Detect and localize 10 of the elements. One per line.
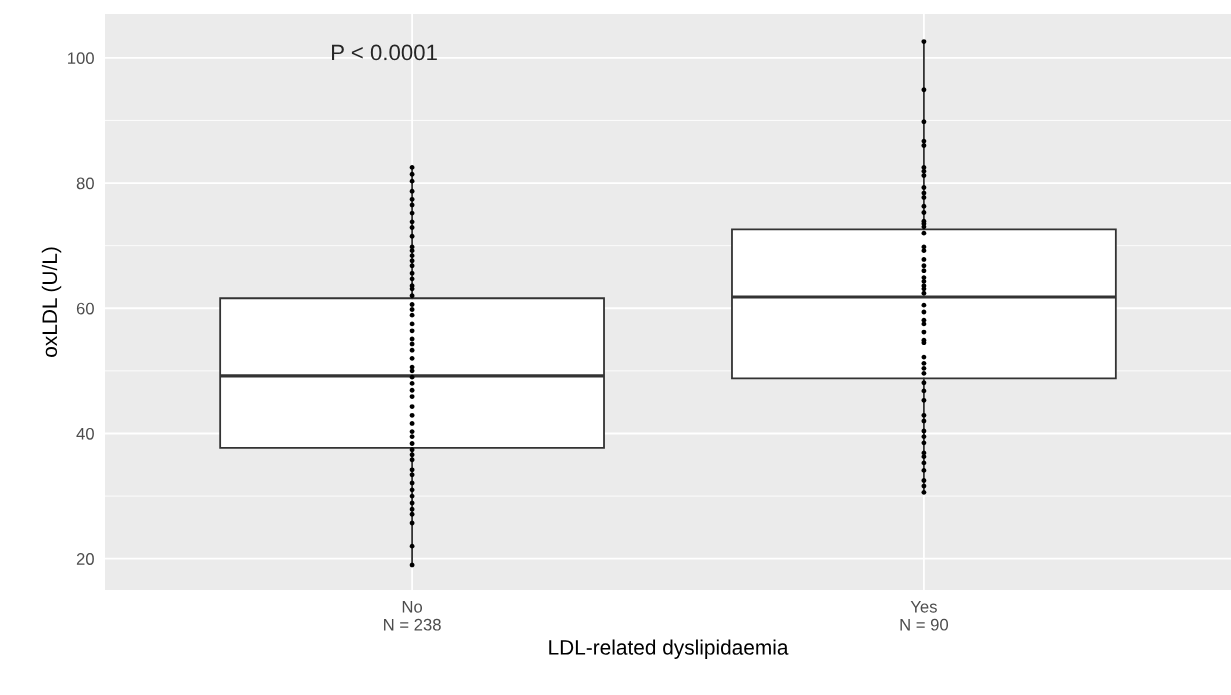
annotation: P < 0.0001 xyxy=(332,44,437,61)
x-tick-label: No N = 238 xyxy=(384,601,441,631)
y-axis-title: oxLDL (U/L) xyxy=(41,247,62,357)
y-tick-label: 80 xyxy=(76,177,94,190)
x-tick-label: Yes N = 90 xyxy=(900,601,949,631)
x-axis-title: LDL-related dyslipidaemia xyxy=(549,639,789,659)
y-tick-label: 40 xyxy=(76,427,94,440)
y-tick-label: 20 xyxy=(76,553,94,565)
y-tick-label: 100 xyxy=(68,52,94,65)
y-tick-label: 60 xyxy=(76,302,94,315)
